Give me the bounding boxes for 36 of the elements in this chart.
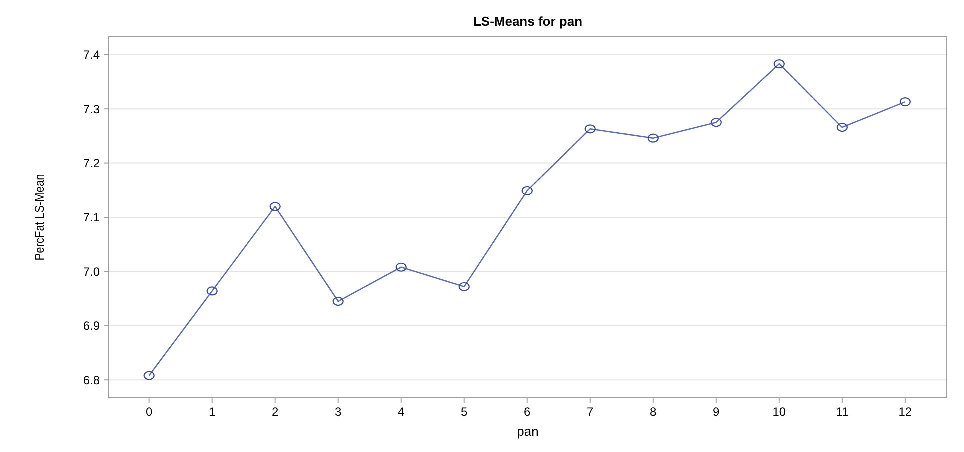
x-tick-label: 11 [836, 405, 849, 419]
y-tick-label: 7.2 [83, 156, 100, 170]
x-tick-label: 1 [208, 405, 216, 419]
point [836, 122, 848, 132]
x-tick-label: 8 [650, 405, 658, 419]
y-axis-title: PercFat LS-Mean [32, 174, 48, 261]
chart-title: LS-Means for pan [473, 14, 583, 29]
x-tick-label: 5 [461, 405, 468, 419]
x-tick-label: 4 [398, 405, 406, 419]
y-tick-label: 6.8 [83, 373, 100, 388]
y-tick-label: 7.3 [83, 102, 100, 116]
x-tick-label: 0 [146, 405, 153, 419]
point [900, 97, 911, 107]
x-tick-label: 9 [713, 405, 720, 419]
point [206, 286, 218, 296]
point [332, 296, 344, 306]
x-tick-label: 7 [587, 405, 594, 419]
point [396, 262, 407, 272]
x-axis-title: pan [517, 424, 539, 439]
point [522, 186, 533, 196]
y-tick-label: 7.4 [83, 48, 100, 62]
point [270, 202, 281, 212]
point [710, 118, 722, 128]
point [774, 60, 785, 69]
x-tick-label: 3 [335, 405, 342, 419]
y-tick-label: 7.0 [83, 264, 100, 279]
x-tick-label: 12 [898, 405, 912, 419]
point [648, 134, 659, 143]
x-tick-label: 6 [524, 405, 532, 419]
x-tick-label: 2 [272, 405, 279, 419]
point [144, 371, 155, 380]
y-tick-label: 6.9 [83, 319, 100, 334]
point [458, 282, 470, 292]
y-tick-label: 7.1 [83, 210, 100, 225]
point [584, 124, 596, 134]
x-tick-label: 10 [772, 405, 786, 419]
